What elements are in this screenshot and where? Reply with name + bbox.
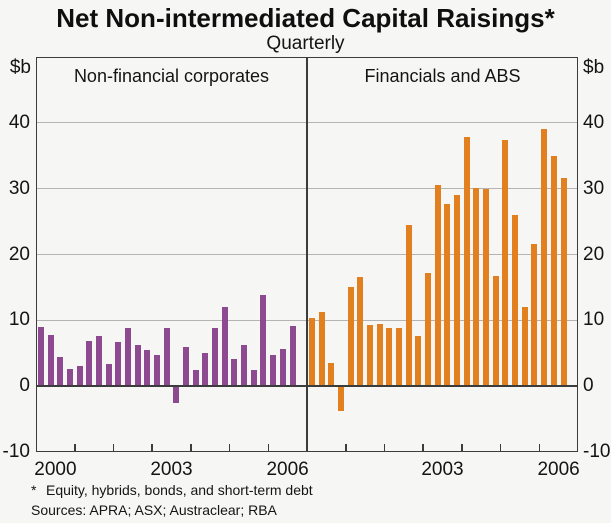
bar-financials-2002Q2 [395, 327, 402, 387]
bar-financials-2003Q2 [434, 185, 441, 387]
panel-label-nonfinancial: Non-financial corporates [73, 66, 270, 86]
bar-financials-2005Q3 [521, 306, 528, 387]
panel-divider [306, 57, 308, 452]
x-axis-tick [538, 443, 540, 451]
bar-financials-2006Q1 [541, 129, 548, 387]
bar-nonfinancial-2000Q4 [66, 369, 73, 387]
bar-nonfinancial-2000Q3 [57, 357, 64, 387]
bar-nonfinancial-2004Q2 [202, 353, 209, 387]
bar-financials-2000Q4 [337, 386, 344, 411]
y-unit-label-right: $b [583, 57, 605, 78]
bar-nonfinancial-2003Q1 [154, 355, 160, 387]
bar-financials-2001Q1 [347, 287, 354, 387]
bar-nonfinancial-2000Q1 [37, 326, 44, 387]
bar-nonfinancial-2001Q4 [105, 364, 112, 387]
panel-label-financials: Financials and ABS [364, 66, 521, 86]
footnote: * Equity, hybrids, bonds, and short-term … [31, 482, 313, 498]
bar-financials-2005Q4 [531, 244, 538, 387]
bar-nonfinancial-2004Q4 [221, 307, 228, 387]
bar-financials-2000Q2 [318, 311, 325, 387]
x-axis-label: 2006 [266, 459, 309, 480]
bar-financials-2002Q4 [415, 335, 422, 387]
bar-nonfinancial-2003Q4 [183, 346, 189, 387]
bar-financials-2004Q3 [483, 189, 490, 387]
bar-nonfinancial-2003Q2 [163, 328, 170, 387]
bar-financials-2002Q1 [386, 328, 393, 387]
y-axis-label: -10 [583, 441, 611, 462]
x-axis-label: 2003 [421, 459, 464, 480]
bar-nonfinancial-2002Q2 [124, 328, 131, 387]
bar-financials-2006Q2 [550, 155, 557, 387]
bar-financials-2004Q4 [492, 276, 499, 387]
y-axis-label: 30 [583, 177, 605, 199]
x-axis-tick [267, 443, 269, 451]
bar-financials-2004Q2 [473, 188, 480, 387]
bar-financials-2001Q3 [366, 324, 373, 387]
y-unit-label-left: $b [9, 57, 31, 78]
bar-nonfinancial-2005Q4 [260, 295, 267, 387]
bar-financials-2005Q2 [512, 215, 519, 387]
bar-financials-2003Q1 [425, 272, 431, 387]
x-axis-tick [345, 443, 347, 451]
x-axis-label: 2006 [537, 459, 580, 480]
x-axis-tick [228, 443, 231, 451]
y-axis-label: 0 [19, 375, 30, 397]
bar-nonfinancial-2005Q2 [241, 345, 248, 387]
y-axis-label: -10 [2, 441, 30, 462]
bar-nonfinancial-2005Q1 [231, 359, 238, 387]
bar-nonfinancial-2001Q1 [76, 365, 83, 387]
y-axis-label: 10 [8, 309, 30, 331]
y-axis-label: 20 [583, 243, 605, 265]
bar-nonfinancial-2001Q3 [95, 335, 102, 387]
bar-nonfinancial-2006Q2 [279, 349, 286, 387]
x-axis-tick [151, 443, 153, 451]
bar-financials-2001Q4 [376, 324, 383, 387]
chart-subtitle: Quarterly [266, 33, 345, 54]
y-axis-label: 10 [583, 309, 605, 331]
x-axis-tick [499, 443, 502, 451]
bar-financials-2003Q4 [454, 194, 460, 387]
bar-nonfinancial-2002Q1 [115, 342, 122, 387]
bar-financials-2000Q3 [328, 363, 335, 387]
y-axis-label: 20 [8, 243, 30, 265]
bar-nonfinancial-2004Q3 [212, 328, 219, 387]
x-axis-tick [422, 443, 424, 451]
bar-financials-2004Q1 [463, 137, 470, 387]
x-axis-label: 2003 [150, 459, 193, 480]
x-axis-tick [461, 443, 463, 451]
footnote-text: Equity, hybrids, bonds, and short-term d… [46, 482, 313, 498]
bar-financials-2005Q1 [502, 139, 509, 387]
x-axis-tick [383, 443, 386, 451]
bar-nonfinancial-2005Q3 [250, 369, 257, 387]
x-axis-tick [74, 443, 76, 451]
sources-line: Sources: APRA; ASX; Austraclear; RBA [31, 502, 277, 518]
x-axis-tick [190, 443, 192, 451]
chart-title: Net Non-intermediated Capital Raisings* [56, 3, 555, 33]
y-axis-label: 30 [8, 177, 30, 199]
bar-financials-2003Q3 [444, 203, 451, 387]
bar-nonfinancial-2000Q2 [47, 334, 54, 387]
bar-nonfinancial-2004Q1 [192, 369, 199, 387]
x-axis-label: 2000 [34, 459, 77, 480]
bar-financials-2001Q2 [357, 276, 364, 387]
bar-nonfinancial-2001Q2 [86, 340, 93, 387]
bar-financials-2002Q3 [405, 224, 412, 387]
bar-nonfinancial-2006Q1 [270, 355, 277, 387]
bar-nonfinancial-2002Q3 [134, 344, 141, 387]
bar-nonfinancial-2006Q3 [289, 325, 296, 387]
bar-financials-2006Q3 [560, 178, 567, 387]
y-axis-label: 40 [583, 111, 605, 133]
y-axis-label: 0 [583, 375, 594, 397]
bar-nonfinancial-2002Q4 [144, 350, 151, 387]
bar-financials-2000Q1 [308, 318, 315, 387]
y-axis-label: 40 [8, 111, 30, 133]
footnote-marker: * [31, 482, 37, 498]
bar-nonfinancial-2003Q3 [173, 386, 180, 403]
x-axis-tick [112, 443, 115, 451]
